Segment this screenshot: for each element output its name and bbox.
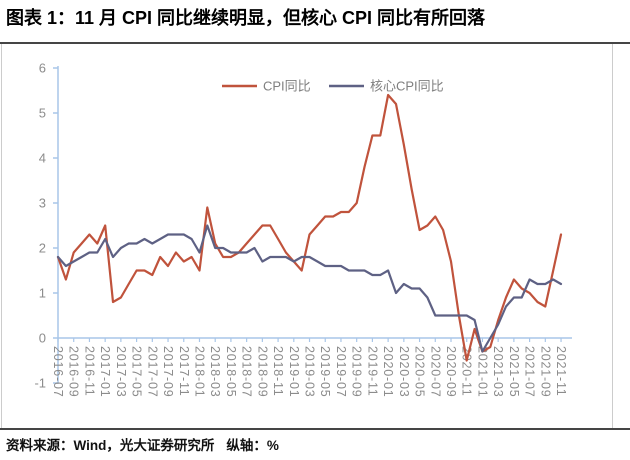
- x-axis-tick-label: 2019-01: [287, 346, 301, 397]
- x-axis-tick-label: 2021-05: [507, 346, 521, 397]
- y-axis-tick-label: -1: [34, 376, 46, 391]
- x-axis-tick-label: 2019-09: [350, 346, 364, 397]
- x-axis-tick-label: 2016-09: [67, 346, 81, 397]
- x-axis-tick-label: 2017-03: [114, 346, 128, 397]
- x-axis-tick-label: 2016-11: [82, 346, 96, 397]
- y-axis-tick-label: 3: [39, 196, 46, 211]
- x-axis-tick-label: 2017-11: [177, 346, 191, 397]
- y-axis-tick-label: 1: [39, 286, 46, 301]
- y-axis-tick-label: 0: [39, 331, 46, 346]
- chart-footer: 资料来源：Wind，光大证券研究所 纵轴：%: [6, 434, 626, 454]
- source-note: 资料来源：Wind，光大证券研究所: [6, 438, 215, 453]
- x-axis-tick-label: 2018-03: [208, 346, 222, 397]
- legend-label-cpi: CPI同比: [263, 79, 311, 94]
- x-axis-tick-label: 2020-05: [413, 346, 427, 397]
- x-axis-tick-label: 2020-09: [444, 346, 458, 397]
- series-line-cpi: [56, 93, 563, 362]
- x-axis-tick-label: 2018-01: [192, 346, 206, 397]
- x-axis-tick-label: 2017-09: [161, 346, 175, 397]
- title-separator-rule: [0, 42, 630, 44]
- x-axis-tick-label: 2018-07: [240, 346, 254, 397]
- x-axis-tick-label: 2016-07: [51, 346, 65, 397]
- x-axis-tick-label: 2021-09: [538, 346, 552, 397]
- x-axis-tick-label: 2021-07: [523, 346, 537, 397]
- x-axis-tick-label: 2017-07: [145, 346, 159, 397]
- x-axis-tick-label: 2019-11: [365, 346, 379, 397]
- x-axis-tick-label: 2020-07: [428, 346, 442, 397]
- x-axis-tick-label: 2020-01: [381, 346, 395, 397]
- series-line-core-cpi: [56, 224, 563, 353]
- y-axis-tick-label: 4: [39, 151, 46, 166]
- x-axis-tick-label: 2021-11: [554, 346, 568, 397]
- x-axis-tick-label: 2019-07: [334, 346, 348, 397]
- x-axis-tick-label: 2019-03: [303, 346, 317, 397]
- x-axis-tick-label: 2019-05: [318, 346, 332, 397]
- x-axis-tick-label: 2018-05: [224, 346, 238, 397]
- y-axis-tick-label: 5: [39, 106, 46, 121]
- y-axis-tick-label: 2: [39, 241, 46, 256]
- x-axis-tick-label: 2018-09: [255, 346, 269, 397]
- legend-label-core-cpi: 核心CPI同比: [370, 79, 444, 94]
- footer-separator-rule: [0, 428, 630, 430]
- x-axis-tick-label: 2020-11: [460, 346, 474, 397]
- x-axis-tick-label: 2017-01: [98, 346, 112, 397]
- x-axis-tick-label: 2017-05: [130, 346, 144, 397]
- figure-title: 图表 1：11 月 CPI 同比继续明显，但核心 CPI 同比有所回落: [6, 8, 486, 28]
- x-axis-tick-label: 2018-11: [271, 346, 285, 397]
- axis-unit-note: 纵轴：%: [226, 438, 279, 453]
- y-axis-tick-label: 6: [39, 61, 46, 76]
- x-axis-tick-label: 2021-03: [491, 346, 505, 397]
- x-axis-tick-label: 2021-01: [475, 346, 489, 397]
- chart-frame: 6 5 4 3 2 1 0 -1 2016-07 2016-09 2016-11 2017-01 201…: [1, 44, 613, 428]
- x-axis-tick-label: 2020-03: [397, 346, 411, 397]
